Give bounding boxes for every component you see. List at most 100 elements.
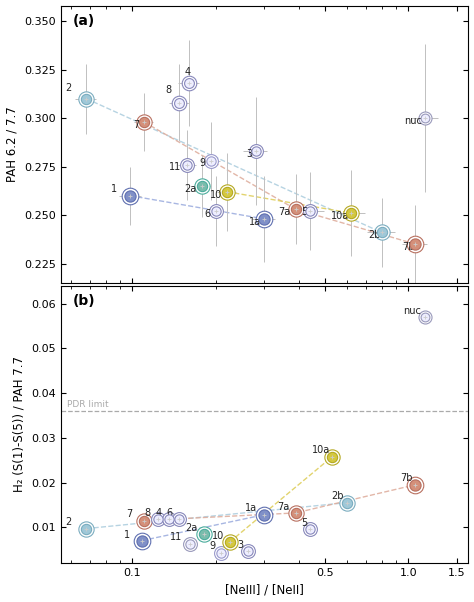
Point <box>165 514 173 524</box>
Text: (a): (a) <box>73 14 95 28</box>
Point <box>226 537 234 547</box>
Point <box>347 208 355 218</box>
Point <box>176 98 183 107</box>
Point <box>126 191 134 200</box>
Point <box>226 537 234 547</box>
Text: 4: 4 <box>184 67 190 77</box>
Text: 7b: 7b <box>402 242 414 252</box>
Text: 2a: 2a <box>185 523 198 533</box>
Text: 2: 2 <box>65 517 71 527</box>
Point <box>223 187 231 197</box>
Point <box>176 98 183 107</box>
Text: 11: 11 <box>171 532 182 542</box>
Text: 10a: 10a <box>312 445 330 455</box>
Text: 6: 6 <box>205 209 210 219</box>
Point <box>140 516 148 526</box>
Text: 10: 10 <box>210 190 222 199</box>
Text: 7: 7 <box>133 120 139 129</box>
Point <box>140 117 148 127</box>
Point <box>126 191 134 200</box>
Point <box>198 181 205 191</box>
Text: 7a: 7a <box>278 501 290 512</box>
Point <box>306 525 314 535</box>
Text: 6: 6 <box>167 508 173 518</box>
Point <box>212 206 219 216</box>
Text: 7: 7 <box>126 509 133 519</box>
Point <box>306 525 314 535</box>
Text: 2b: 2b <box>331 491 344 501</box>
Text: 1a: 1a <box>245 503 257 514</box>
Text: PDR limit: PDR limit <box>67 400 109 409</box>
Text: 5: 5 <box>301 207 308 217</box>
Text: 9: 9 <box>200 158 206 169</box>
Point <box>82 524 90 533</box>
Point <box>411 480 419 489</box>
Point <box>176 514 183 524</box>
Point <box>82 524 90 533</box>
Point <box>328 452 336 461</box>
Text: 9: 9 <box>210 541 216 551</box>
Point <box>140 516 148 526</box>
Point <box>183 160 191 169</box>
Point <box>201 529 208 539</box>
Point <box>185 78 192 88</box>
Point <box>306 206 314 216</box>
Point <box>252 146 260 156</box>
Point <box>186 539 194 548</box>
Text: 11: 11 <box>169 163 181 172</box>
Point <box>155 514 162 524</box>
Text: 2: 2 <box>65 83 71 93</box>
Point <box>378 228 385 237</box>
Point <box>292 508 300 518</box>
Point <box>328 452 336 461</box>
Point <box>260 214 268 224</box>
Point <box>260 510 268 520</box>
Point <box>292 205 300 214</box>
Text: 2a: 2a <box>184 184 196 194</box>
Y-axis label: PAH 6.2 / 7.7: PAH 6.2 / 7.7 <box>6 107 18 182</box>
Text: 2b: 2b <box>368 230 381 240</box>
Point <box>82 94 90 104</box>
Point <box>185 78 192 88</box>
Point <box>138 536 146 545</box>
Point <box>344 498 351 507</box>
Text: 3: 3 <box>237 539 243 550</box>
Text: 7b: 7b <box>401 473 413 483</box>
Text: 1a: 1a <box>249 217 261 227</box>
Text: 5: 5 <box>301 518 308 528</box>
Text: (b): (b) <box>73 294 96 308</box>
Text: 10a: 10a <box>331 211 350 221</box>
Text: 1: 1 <box>124 530 130 540</box>
Point <box>306 206 314 216</box>
Text: 8: 8 <box>165 85 171 95</box>
Point <box>411 480 419 489</box>
Point <box>421 312 429 322</box>
Point <box>186 539 194 548</box>
Point <box>411 240 419 249</box>
Text: 10: 10 <box>212 530 224 541</box>
Point <box>207 156 214 166</box>
Point <box>218 548 225 557</box>
Text: 3: 3 <box>246 149 253 159</box>
Point <box>207 156 214 166</box>
Point <box>82 94 90 104</box>
Point <box>212 206 219 216</box>
Point <box>244 546 252 556</box>
Text: 4: 4 <box>156 508 162 518</box>
Point <box>260 510 268 520</box>
Point <box>183 160 191 169</box>
Point <box>421 113 429 123</box>
Text: nuc: nuc <box>404 116 422 126</box>
Point <box>218 548 225 557</box>
Point <box>421 113 429 123</box>
Point <box>244 546 252 556</box>
Text: nuc: nuc <box>403 306 421 315</box>
Point <box>198 181 205 191</box>
Text: 8: 8 <box>144 508 150 518</box>
Point <box>165 514 173 524</box>
Point <box>138 536 146 545</box>
Point <box>411 240 419 249</box>
Text: 7a: 7a <box>279 207 291 217</box>
Y-axis label: H₂ (S(1)-S(5)) / PAH 7.7: H₂ (S(1)-S(5)) / PAH 7.7 <box>13 356 26 492</box>
Point <box>378 228 385 237</box>
